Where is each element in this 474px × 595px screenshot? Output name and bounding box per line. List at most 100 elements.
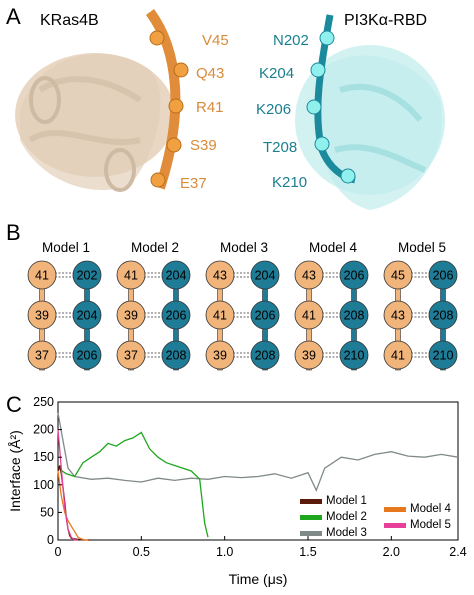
kras-residue-number: 45 [391, 269, 405, 283]
model-title: Model 1 [42, 240, 90, 255]
rbd-residue-beads [306, 30, 356, 184]
rbd-residue-labels: N202 K204 K206 T208 K210 [256, 32, 309, 191]
model-diagrams: Model 1 41 202 39 204 37 206 Model 2 41 204 39 206 3… [27, 240, 458, 371]
y-tick-label: 150 [33, 450, 54, 464]
legend-entry: Model 5 [410, 519, 451, 531]
kras-residue-label: R41 [196, 99, 224, 116]
legend-swatch [300, 499, 322, 504]
kras-residue-bead [294, 260, 324, 290]
kras-residue-number: 37 [35, 349, 49, 363]
x-tick-label: 1.5 [299, 545, 316, 559]
kras-residue-labels: V45 Q43 R41 S39 E37 [180, 32, 229, 192]
kras-residue-number: 41 [391, 349, 405, 363]
kras-residue-bead [116, 300, 146, 330]
rbd-residue-number: 208 [255, 349, 276, 363]
rbd-residue-number: 210 [433, 349, 454, 363]
rbd-residue-label: N202 [273, 32, 309, 49]
rbd-residue-label: T208 [263, 139, 297, 156]
kras-residue-bead [27, 300, 57, 330]
model-title: Model 5 [398, 240, 446, 255]
rbd-bead [340, 168, 356, 184]
rbd-residue-bead [161, 340, 191, 370]
rbd-residue-bead [72, 340, 102, 370]
rbd-residue-bead [250, 340, 280, 370]
rbd-residue-bead [339, 340, 369, 370]
kras-bead [150, 172, 166, 188]
legend-entry: Model 1 [326, 495, 367, 507]
kras-residue-bead [205, 300, 235, 330]
kras-residue-number: 41 [35, 269, 49, 283]
rbd-bead [306, 99, 322, 115]
rbd-residue-number: 206 [255, 309, 276, 323]
kras-residue-bead [205, 260, 235, 290]
kras-residue-bead [116, 340, 146, 370]
kras-residue-number: 41 [213, 309, 227, 323]
model-title: Model 4 [309, 240, 358, 255]
series-layer [57, 412, 459, 541]
rbd-residue-bead [250, 300, 280, 330]
y-tick-label: 50 [40, 505, 54, 519]
rbd-bead [314, 136, 330, 152]
rbd-bead [319, 30, 335, 46]
rbd-residue-bead [428, 260, 458, 290]
kras-residue-label: Q43 [196, 65, 224, 82]
rbd-residue-number: 208 [166, 349, 187, 363]
kras-residue-bead [27, 340, 57, 370]
panel-label-c: C [6, 392, 22, 417]
legend-swatch [384, 507, 406, 512]
series-line-model-4 [57, 470, 88, 541]
y-tick-label: 200 [33, 423, 54, 437]
rbd-residue-number: 210 [344, 349, 365, 363]
model-title: Model 2 [131, 240, 179, 255]
kras-residue-number: 39 [124, 309, 138, 323]
kras-residue-bead [116, 260, 146, 290]
y-axis-ticks: 0 50 100 150 200 250 [33, 395, 62, 547]
rbd-residue-number: 204 [166, 269, 187, 283]
model-diagram: Model 5 45 206 43 208 41 210 [383, 240, 458, 371]
kras-bead [149, 30, 165, 46]
kras-residue-number: 41 [124, 269, 138, 283]
rbd-residue-bead [72, 260, 102, 290]
kras-residue-number: 43 [213, 269, 227, 283]
kras-bead [173, 62, 189, 78]
kras-bead [166, 137, 182, 153]
rbd-residue-number: 206 [166, 309, 187, 323]
x-axis-title: Time (μs) [229, 571, 288, 587]
rbd-residue-number: 206 [433, 269, 454, 283]
kras-title: KRas4B [40, 12, 99, 29]
x-tick-label: 0 [55, 545, 62, 559]
kras-residue-label: S39 [190, 137, 217, 154]
kras-residue-label: E37 [180, 175, 207, 192]
model-diagram: Model 3 43 204 41 206 39 208 [205, 240, 280, 371]
rbd-residue-bead [72, 300, 102, 330]
kras-residue-label: V45 [202, 32, 229, 49]
x-tick-label: 2.0 [383, 545, 400, 559]
legend: Model 1 Model 2 Model 3 Model 4 Model 5 [300, 495, 452, 539]
legend-swatch [300, 531, 322, 536]
rbd-residue-bead [339, 300, 369, 330]
kras-residue-bead [383, 340, 413, 370]
kras-residue-beads [149, 30, 189, 188]
rbd-residue-number: 206 [344, 269, 365, 283]
rbd-residue-bead [250, 260, 280, 290]
legend-entry: Model 2 [326, 511, 367, 523]
x-tick-label: 1.0 [216, 545, 233, 559]
rbd-residue-bead [428, 340, 458, 370]
kras-residue-bead [383, 260, 413, 290]
y-tick-label: 100 [33, 478, 54, 492]
kras-residue-bead [294, 340, 324, 370]
rbd-residue-label: K204 [259, 65, 294, 82]
series-line-model-3 [57, 412, 459, 492]
model-diagram: Model 2 41 204 39 206 37 208 [116, 240, 191, 371]
rbd-residue-number: 208 [344, 309, 365, 323]
rbd-residue-bead [339, 260, 369, 290]
series-line-model-5 [57, 429, 78, 541]
y-tick-label: 250 [33, 395, 54, 409]
rbd-residue-number: 208 [433, 309, 454, 323]
kras-bead [168, 98, 184, 114]
panel-label-b: B [6, 220, 21, 245]
rbd-residue-bead [161, 260, 191, 290]
kras-residue-number: 39 [35, 309, 49, 323]
interface-chart: 0 0.5 1.0 1.5 2.0 2.4 0 50 100 150 200 250 Time (μ… [7, 395, 467, 587]
kras-residue-bead [294, 300, 324, 330]
